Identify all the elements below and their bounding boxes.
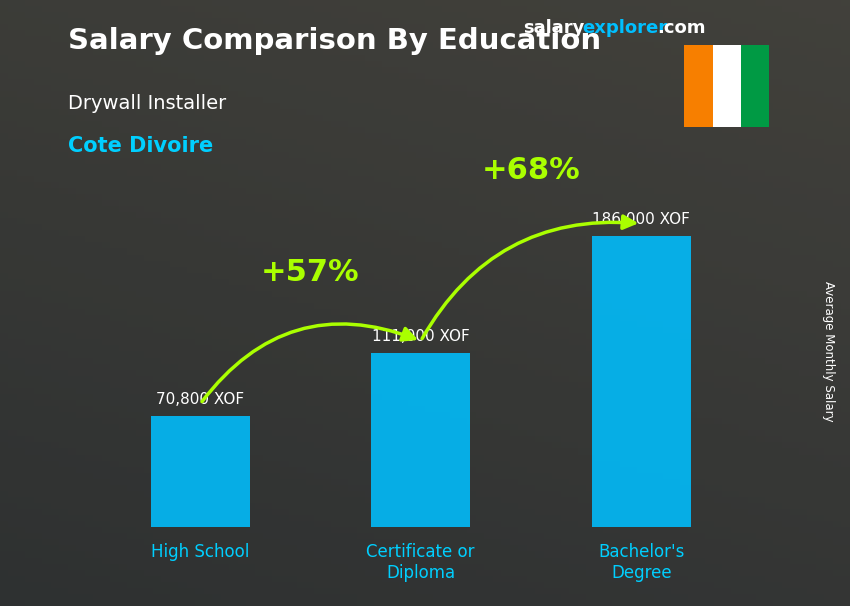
Text: 186,000 XOF: 186,000 XOF <box>592 211 690 227</box>
Text: Drywall Installer: Drywall Installer <box>68 94 226 113</box>
Bar <box>684 45 712 127</box>
Bar <box>712 45 741 127</box>
Bar <box>592 236 691 527</box>
Text: 111,000 XOF: 111,000 XOF <box>371 329 469 344</box>
Bar <box>150 416 250 527</box>
Bar <box>371 353 470 527</box>
Text: Salary Comparison By Education: Salary Comparison By Education <box>68 27 601 55</box>
Text: +68%: +68% <box>482 156 581 185</box>
Text: explorer: explorer <box>582 19 667 38</box>
Text: salary: salary <box>523 19 584 38</box>
Text: Average Monthly Salary: Average Monthly Salary <box>822 281 836 422</box>
Bar <box>741 45 769 127</box>
Text: .com: .com <box>657 19 706 38</box>
Text: +57%: +57% <box>261 258 360 287</box>
Text: 70,800 XOF: 70,800 XOF <box>156 392 244 407</box>
Text: Cote Divoire: Cote Divoire <box>68 136 213 156</box>
